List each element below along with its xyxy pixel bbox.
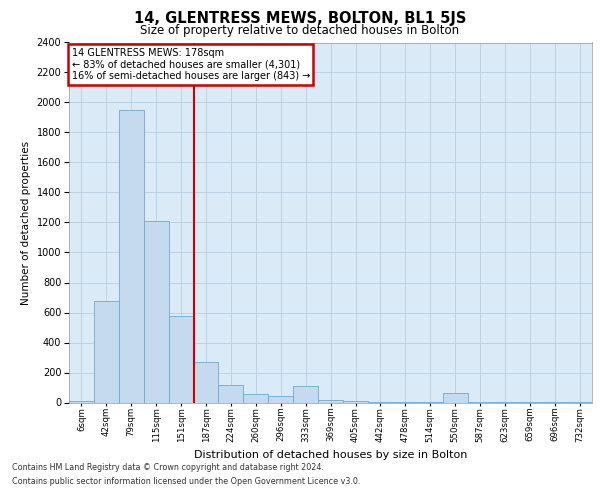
Text: Contains HM Land Registry data © Crown copyright and database right 2024.: Contains HM Land Registry data © Crown c… (12, 464, 324, 472)
Bar (144, 221, 169, 402)
Y-axis label: Number of detached properties: Number of detached properties (21, 140, 31, 304)
Bar (69, 401, 94, 402)
Bar (343, 401, 368, 402)
Text: Contains public sector information licensed under the Open Government Licence v3: Contains public sector information licen… (12, 477, 361, 486)
Text: 14 GLENTRESS MEWS: 178sqm
← 83% of detached houses are smaller (4,301)
16% of se: 14 GLENTRESS MEWS: 178sqm ← 83% of detac… (71, 48, 310, 81)
Bar (94, 300, 119, 402)
Bar (293, 386, 318, 402)
Bar (318, 400, 343, 402)
Bar (119, 110, 144, 403)
Bar (218, 384, 244, 402)
Bar (268, 396, 293, 402)
X-axis label: Distribution of detached houses by size in Bolton: Distribution of detached houses by size … (194, 450, 467, 460)
Bar (443, 393, 467, 402)
Bar (244, 394, 268, 402)
Bar (194, 362, 218, 403)
Text: Size of property relative to detached houses in Bolton: Size of property relative to detached ho… (140, 24, 460, 37)
Text: 14, GLENTRESS MEWS, BOLTON, BL1 5JS: 14, GLENTRESS MEWS, BOLTON, BL1 5JS (134, 11, 466, 26)
Bar (169, 316, 194, 402)
